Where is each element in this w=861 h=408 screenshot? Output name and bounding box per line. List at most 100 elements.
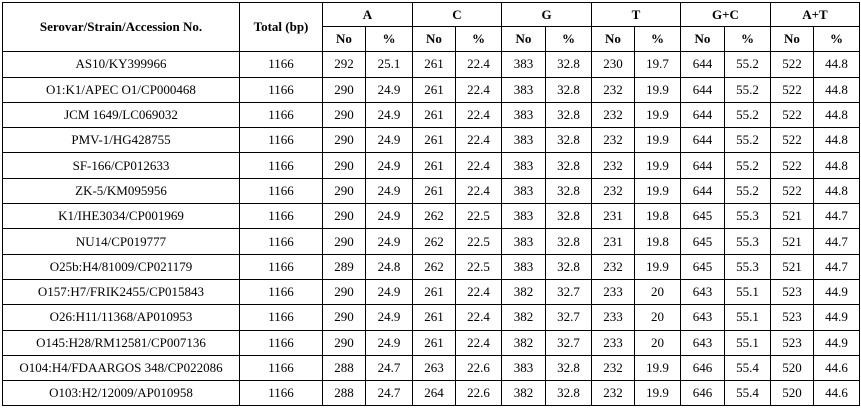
value-cell: 22.4 — [455, 152, 502, 179]
value-cell: 383 — [501, 203, 546, 230]
value-cell: 290 — [322, 329, 366, 356]
value-cell: 290 — [322, 228, 366, 255]
value-cell: 24.9 — [365, 101, 413, 129]
total-cell: 1166 — [239, 329, 323, 356]
value-cell: 382 — [501, 329, 546, 356]
value-cell: 383 — [501, 152, 546, 179]
value-cell: 32.8 — [545, 76, 592, 103]
total-cell: 1166 — [239, 380, 323, 407]
value-cell: 232 — [591, 253, 635, 280]
value-cell: 383 — [501, 76, 546, 103]
total-cell: 1166 — [239, 228, 323, 255]
value-cell: 44.7 — [813, 203, 860, 230]
value-cell: 233 — [591, 329, 635, 356]
value-cell: 19.9 — [634, 380, 681, 407]
value-cell: 382 — [501, 380, 546, 407]
value-cell: 25.1 — [365, 51, 413, 78]
value-cell: 20 — [634, 278, 681, 306]
value-cell: 22.4 — [455, 127, 502, 154]
total-cell: 1166 — [239, 127, 323, 154]
total-cell: 1166 — [239, 203, 323, 230]
value-cell: 645 — [680, 228, 725, 255]
value-cell: 22.5 — [455, 253, 502, 280]
strain-cell: O103:H2/12009/AP010958 — [2, 380, 240, 407]
header-group: A — [322, 2, 413, 27]
strain-cell: PMV-1/HG428755 — [2, 127, 240, 154]
value-cell: 522 — [770, 76, 814, 103]
total-cell: 1166 — [239, 51, 323, 78]
value-cell: 44.6 — [813, 380, 860, 407]
header-pct: % — [813, 25, 860, 53]
value-cell: 55.3 — [724, 228, 771, 255]
value-cell: 644 — [680, 101, 725, 129]
value-cell: 44.7 — [813, 253, 860, 280]
value-cell: 22.4 — [455, 329, 502, 356]
value-cell: 22.5 — [455, 203, 502, 230]
value-cell: 24.9 — [365, 278, 413, 306]
strain-cell: O25b:H4/81009/CP021179 — [2, 253, 240, 280]
value-cell: 32.8 — [545, 228, 592, 255]
value-cell: 32.8 — [545, 101, 592, 129]
value-cell: 233 — [591, 278, 635, 306]
value-cell: 19.9 — [634, 177, 681, 205]
value-cell: 55.1 — [724, 329, 771, 356]
value-cell: 232 — [591, 354, 635, 382]
value-cell: 646 — [680, 380, 725, 407]
value-cell: 643 — [680, 304, 725, 331]
header-no: No — [591, 25, 635, 53]
value-cell: 32.8 — [545, 354, 592, 382]
value-cell: 22.4 — [455, 304, 502, 331]
header-no: No — [322, 25, 366, 53]
value-cell: 290 — [322, 127, 366, 154]
value-cell: 44.6 — [813, 354, 860, 382]
header-group: G — [501, 2, 592, 27]
value-cell: 19.9 — [634, 354, 681, 382]
value-cell: 261 — [412, 101, 456, 129]
value-cell: 521 — [770, 228, 814, 255]
total-cell: 1166 — [239, 304, 323, 331]
header-pct: % — [545, 25, 592, 53]
value-cell: 383 — [501, 177, 546, 205]
table-row: AS10/KY399966 1166 292 25.1 261 22.4 383 32.8 23… — [2, 51, 860, 78]
table-row: O25b:H4/81009/CP021179 1166 289 24.8 262 22.5… — [2, 253, 860, 280]
value-cell: 44.8 — [813, 177, 860, 205]
value-cell: 644 — [680, 127, 725, 154]
table-row: ZK-5/KM095956 1166 290 24.9 261 22.4 383 32.8 23… — [2, 177, 860, 205]
table-row: O103:H2/12009/AP010958 1166 288 24.7 264 22.6… — [2, 380, 860, 407]
value-cell: 44.8 — [813, 76, 860, 103]
value-cell: 55.2 — [724, 101, 771, 129]
value-cell: 645 — [680, 203, 725, 230]
value-cell: 232 — [591, 177, 635, 205]
value-cell: 55.4 — [724, 354, 771, 382]
value-cell: 522 — [770, 101, 814, 129]
value-cell: 232 — [591, 76, 635, 103]
value-cell: 44.8 — [813, 101, 860, 129]
table-row: PMV-1/HG428755 1166 290 24.9 261 22.4 383 32.8 2… — [2, 127, 860, 154]
value-cell: 645 — [680, 253, 725, 280]
value-cell: 263 — [412, 354, 456, 382]
header-group: G+C — [680, 2, 771, 27]
value-cell: 231 — [591, 228, 635, 255]
value-cell: 522 — [770, 127, 814, 154]
value-cell: 19.9 — [634, 76, 681, 103]
header-group: A+T — [770, 2, 860, 27]
value-cell: 55.2 — [724, 177, 771, 205]
value-cell: 55.2 — [724, 51, 771, 78]
table-row: K1/IHE3034/CP001969 1166 290 24.9 262 22.5 383… — [2, 203, 860, 230]
value-cell: 44.8 — [813, 152, 860, 179]
table-row: JCM 1649/LC069032 1166 290 24.9 261 22.4 383 32… — [2, 101, 860, 129]
value-cell: 22.4 — [455, 51, 502, 78]
value-cell: 19.9 — [634, 152, 681, 179]
value-cell: 261 — [412, 177, 456, 205]
value-cell: 292 — [322, 51, 366, 78]
strain-cell: O26:H11/11368/AP010953 — [2, 304, 240, 331]
value-cell: 523 — [770, 278, 814, 306]
value-cell: 22.6 — [455, 380, 502, 407]
value-cell: 32.8 — [545, 203, 592, 230]
value-cell: 382 — [501, 304, 546, 331]
strain-cell: AS10/KY399966 — [2, 51, 240, 78]
value-cell: 644 — [680, 76, 725, 103]
value-cell: 24.9 — [365, 127, 413, 154]
value-cell: 261 — [412, 304, 456, 331]
